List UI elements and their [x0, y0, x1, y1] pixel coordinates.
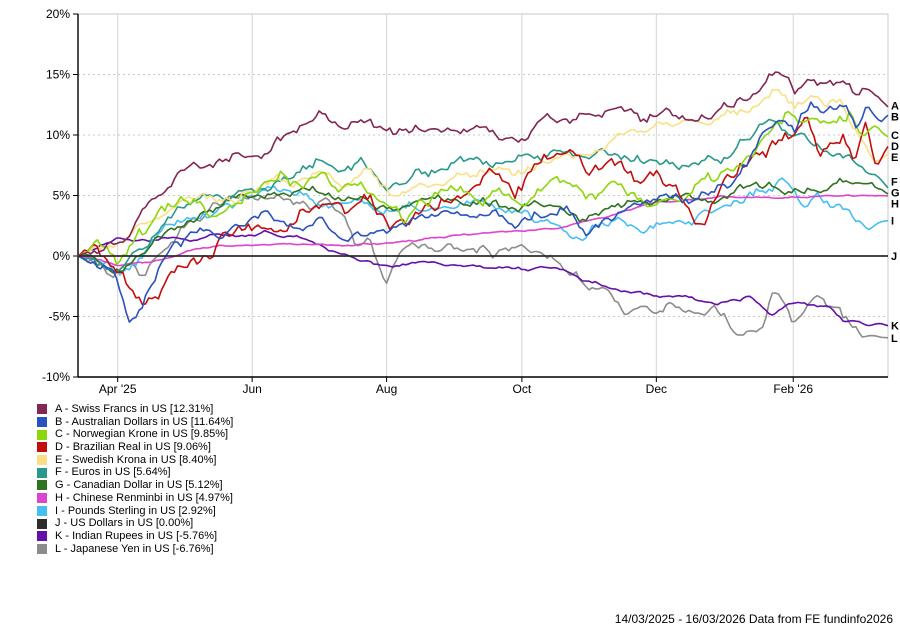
legend-label: G - Canadian Dollar in US [5.12%]	[55, 479, 223, 492]
legend-swatch	[37, 442, 47, 453]
series-line-I	[77, 177, 889, 276]
legend-swatch	[37, 505, 47, 516]
legend-item: B - Australian Dollars in US [11.64%]	[37, 416, 233, 429]
legend-label: C - Norwegian Krone in US [9.85%]	[55, 428, 229, 441]
legend-item: D - Brazilian Real in US [9.06%]	[37, 441, 233, 454]
series-end-letter-G: G	[891, 188, 900, 200]
legend-label: I - Pounds Sterling in US [2.92%]	[55, 504, 216, 517]
legend-item: E - Swedish Krona in US [8.40%]	[37, 454, 233, 467]
series-end-letter-K: K	[891, 321, 899, 333]
y-axis-label: 0%	[53, 249, 71, 263]
legend-swatch	[37, 531, 47, 542]
series-end-letter-J: J	[891, 251, 897, 263]
y-axis-label: 5%	[53, 189, 71, 203]
series-line-A	[77, 71, 889, 257]
performance-chart: 20% 15% 10% 5% 0% -5% -10% Apr '25 Jun Aug Oct Dec F…	[42, 7, 900, 396]
footer-date-range: 14/03/2025 - 16/03/2026 Data from FE fun…	[614, 612, 893, 626]
series-line-B	[77, 101, 889, 323]
legend-label: D - Brazilian Real in US [9.06%]	[55, 441, 211, 454]
y-axis-label: 20%	[46, 7, 70, 21]
x-axis-label: Apr '25	[99, 382, 137, 396]
series-line-D	[77, 116, 889, 306]
series-end-letter-A: A	[891, 101, 899, 113]
legend-item: C - Norwegian Krone in US [9.85%]	[37, 428, 233, 441]
x-axis-label: Feb '26	[773, 382, 813, 396]
legend-item: A - Swiss Francs in US [12.31%]	[37, 403, 233, 416]
legend-label: K - Indian Rupees in US [-5.76%]	[55, 529, 218, 542]
legend-label: J - US Dollars in US [0.00%]	[55, 517, 194, 530]
legend-item: J - US Dollars in US [0.00%]	[37, 517, 233, 530]
legend: A - Swiss Francs in US [12.31%] B - Austr…	[37, 403, 233, 555]
x-axis-label: Dec	[646, 382, 667, 396]
y-axis-label: 15%	[46, 68, 70, 82]
y-axis-label: 10%	[46, 128, 70, 142]
legend-swatch	[37, 429, 47, 440]
legend-label: A - Swiss Francs in US [12.31%]	[55, 403, 214, 415]
legend-label: H - Chinese Renminbi in US [4.97%]	[55, 491, 233, 504]
legend-label: L - Japanese Yen in US [-6.76%]	[55, 542, 214, 555]
series-end-letter-B: B	[891, 112, 899, 124]
legend-item: L - Japanese Yen in US [-6.76%]	[37, 543, 233, 556]
legend-label: F - Euros in US [5.64%]	[55, 466, 171, 479]
series-end-letter-C: C	[891, 130, 899, 142]
legend-swatch	[37, 417, 47, 428]
legend-swatch	[37, 404, 47, 415]
x-axis-label: Jun	[242, 382, 261, 396]
legend-swatch	[37, 493, 47, 504]
legend-label: E - Swedish Krona in US [8.40%]	[55, 453, 217, 466]
series-end-letter-L: L	[891, 333, 898, 345]
legend-item: I - Pounds Sterling in US [2.92%]	[37, 505, 233, 518]
legend-item: H - Chinese Renminbi in US [4.97%]	[37, 492, 233, 505]
series-end-letter-D: D	[891, 141, 899, 153]
legend-swatch	[37, 480, 47, 491]
x-axis-label: Oct	[513, 382, 532, 396]
series-line-L	[77, 193, 889, 339]
legend-swatch	[37, 543, 47, 554]
series-end-letter-E: E	[891, 152, 898, 164]
legend-item: K - Indian Rupees in US [-5.76%]	[37, 530, 233, 543]
legend-item: G - Canadian Dollar in US [5.12%]	[37, 479, 233, 492]
series-end-letter-I: I	[891, 216, 894, 228]
series-line-C	[77, 110, 889, 266]
x-axis-label: Aug	[376, 382, 397, 396]
y-axis-label: -10%	[42, 370, 70, 384]
legend-swatch	[37, 455, 47, 466]
legend-label: B - Australian Dollars in US [11.64%]	[55, 415, 234, 428]
legend-swatch	[37, 467, 47, 478]
legend-item: F - Euros in US [5.64%]	[37, 466, 233, 479]
series-line-E	[77, 88, 889, 257]
y-axis-label: -5%	[49, 310, 71, 324]
series-end-letter-F: F	[891, 177, 898, 189]
series-end-letter-H: H	[891, 199, 899, 211]
series-line-H	[77, 194, 889, 267]
legend-swatch	[37, 518, 47, 529]
series-line-G	[77, 177, 889, 274]
